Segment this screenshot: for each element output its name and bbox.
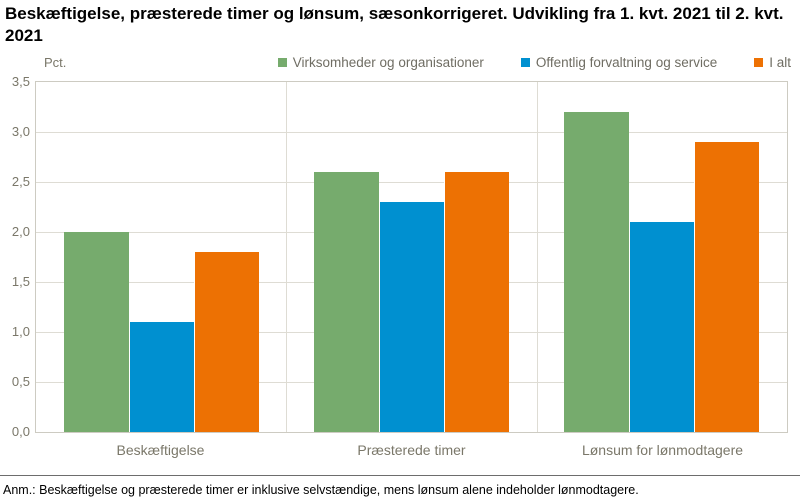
- plot-area: [35, 81, 788, 433]
- x-category-label: Lønsum for lønmodtagere: [581, 442, 744, 458]
- x-category-label: Beskæftigelse: [116, 442, 205, 458]
- legend-item-ialt: I alt: [754, 55, 791, 70]
- footer-divider: [0, 475, 800, 476]
- bar: [128, 322, 194, 432]
- bar: [444, 172, 509, 432]
- y-tick-label: 2,0: [11, 224, 30, 239]
- y-tick-label: 0,5: [11, 374, 30, 389]
- y-tick-label: 3,5: [11, 74, 30, 89]
- legend-label: Virksomheder og organisationer: [292, 55, 484, 70]
- legend-item-virksomheder: Virksomheder og organisationer: [277, 55, 484, 70]
- legend-swatch-orange-icon: [754, 58, 764, 67]
- legend-label: Offentlig forvaltning og service: [535, 55, 718, 70]
- bar: [314, 172, 379, 432]
- y-axis: 0,0 0,5 1,0 1,5 2,0 2,5 3,0 3,5: [0, 74, 30, 439]
- gridline-vertical: [286, 82, 288, 432]
- y-tick-label: 2,5: [11, 174, 30, 189]
- x-axis: Beskæftigelse Præsterede timer Lønsum for …: [35, 442, 788, 462]
- legend-label: I alt: [769, 55, 791, 70]
- gridline-vertical: [536, 82, 538, 432]
- gridline-horizontal: [36, 182, 787, 183]
- bar: [63, 232, 129, 432]
- bar: [193, 252, 259, 432]
- y-tick-label: 1,5: [11, 274, 30, 289]
- bar: [379, 202, 444, 432]
- bar: [694, 142, 760, 432]
- x-category-label: Præsterede timer: [357, 442, 466, 458]
- bar: [564, 112, 630, 432]
- footnote: Anm.: Beskæftigelse og præsterede timer …: [3, 483, 639, 497]
- legend: Virksomheder og organisationer Offentlig…: [277, 55, 791, 70]
- bar: [629, 222, 695, 432]
- legend-swatch-blue-icon: [520, 58, 530, 67]
- y-tick-label: 3,0: [11, 124, 30, 139]
- y-tick-label: 1,0: [11, 324, 30, 339]
- y-tick-label: 0,0: [11, 424, 30, 439]
- y-axis-unit-label: Pct.: [44, 55, 67, 70]
- chart-title: Beskæftigelse, præsterede timer og lønsu…: [5, 4, 784, 45]
- gridline-horizontal: [36, 132, 787, 133]
- legend-swatch-green-icon: [277, 58, 287, 67]
- legend-item-offentlig: Offentlig forvaltning og service: [520, 55, 718, 70]
